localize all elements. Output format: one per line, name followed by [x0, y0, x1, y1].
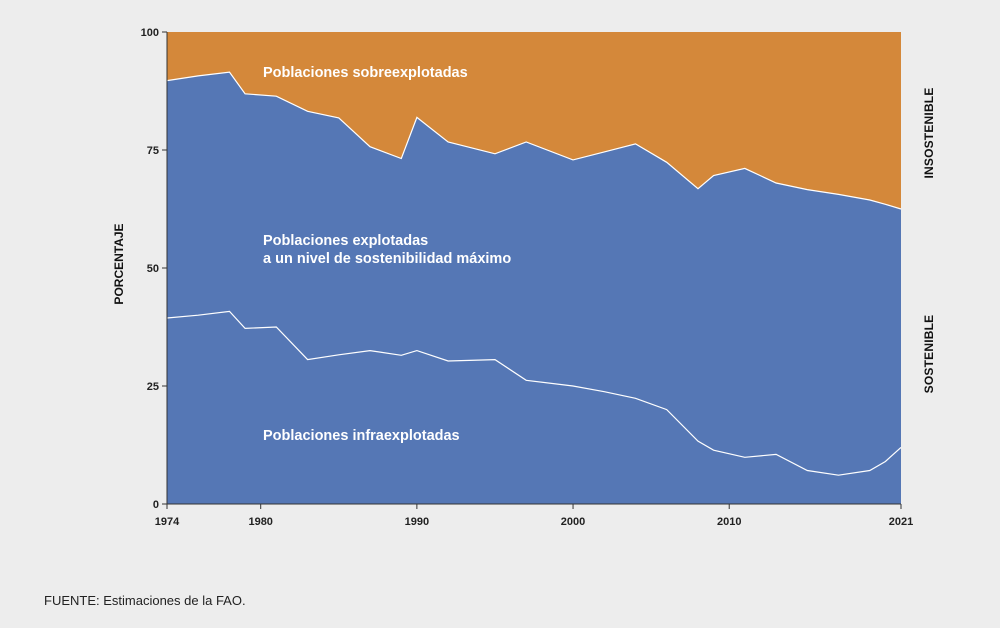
label-underexploited: Poblaciones infraexplotadas [263, 428, 460, 444]
chart-boundary-lines [166, 71, 902, 476]
x-tick-label: 2000 [561, 516, 585, 528]
label-max-sustainable-line1: Poblaciones explotadas [263, 233, 428, 249]
y-tick-label: 75 [147, 145, 159, 157]
area-max-sustainable [167, 72, 901, 476]
x-tick-label: 1980 [248, 516, 272, 528]
area-underexploited [167, 311, 901, 504]
x-tick-label: 2021 [889, 516, 913, 528]
y-tick-label: 25 [147, 381, 159, 393]
label-overexploited: Poblaciones sobreexplotadas [263, 65, 468, 81]
boundary-line-overexploited [166, 71, 902, 210]
source-note: FUENTE: Estimaciones de la FAO. [44, 593, 246, 608]
stock-status-area-chart: 0 25 50 75 100 1974 1980 1990 2000 2010 2021 PORCE… [112, 27, 936, 528]
y-tick-label: 0 [153, 499, 159, 511]
y-tick-label: 50 [147, 263, 159, 275]
x-tick-label: 1990 [405, 516, 429, 528]
side-label-sostenible: SOSTENIBLE [922, 315, 936, 394]
chart-areas [167, 32, 901, 504]
label-max-sustainable-line2: a un nivel de sostenibilidad máximo [263, 251, 511, 267]
area-overexploited [167, 32, 901, 209]
x-tick-label: 1974 [155, 516, 180, 528]
chart-axes: 0 25 50 75 100 1974 1980 1990 2000 2010 2021 [141, 27, 914, 528]
y-axis-label: PORCENTAJE [112, 223, 126, 304]
boundary-line-underexploited [166, 310, 902, 476]
y-tick-label: 100 [141, 27, 159, 39]
x-tick-label: 2010 [717, 516, 741, 528]
side-label-insostenible: INSOSTENIBLE [922, 87, 936, 178]
